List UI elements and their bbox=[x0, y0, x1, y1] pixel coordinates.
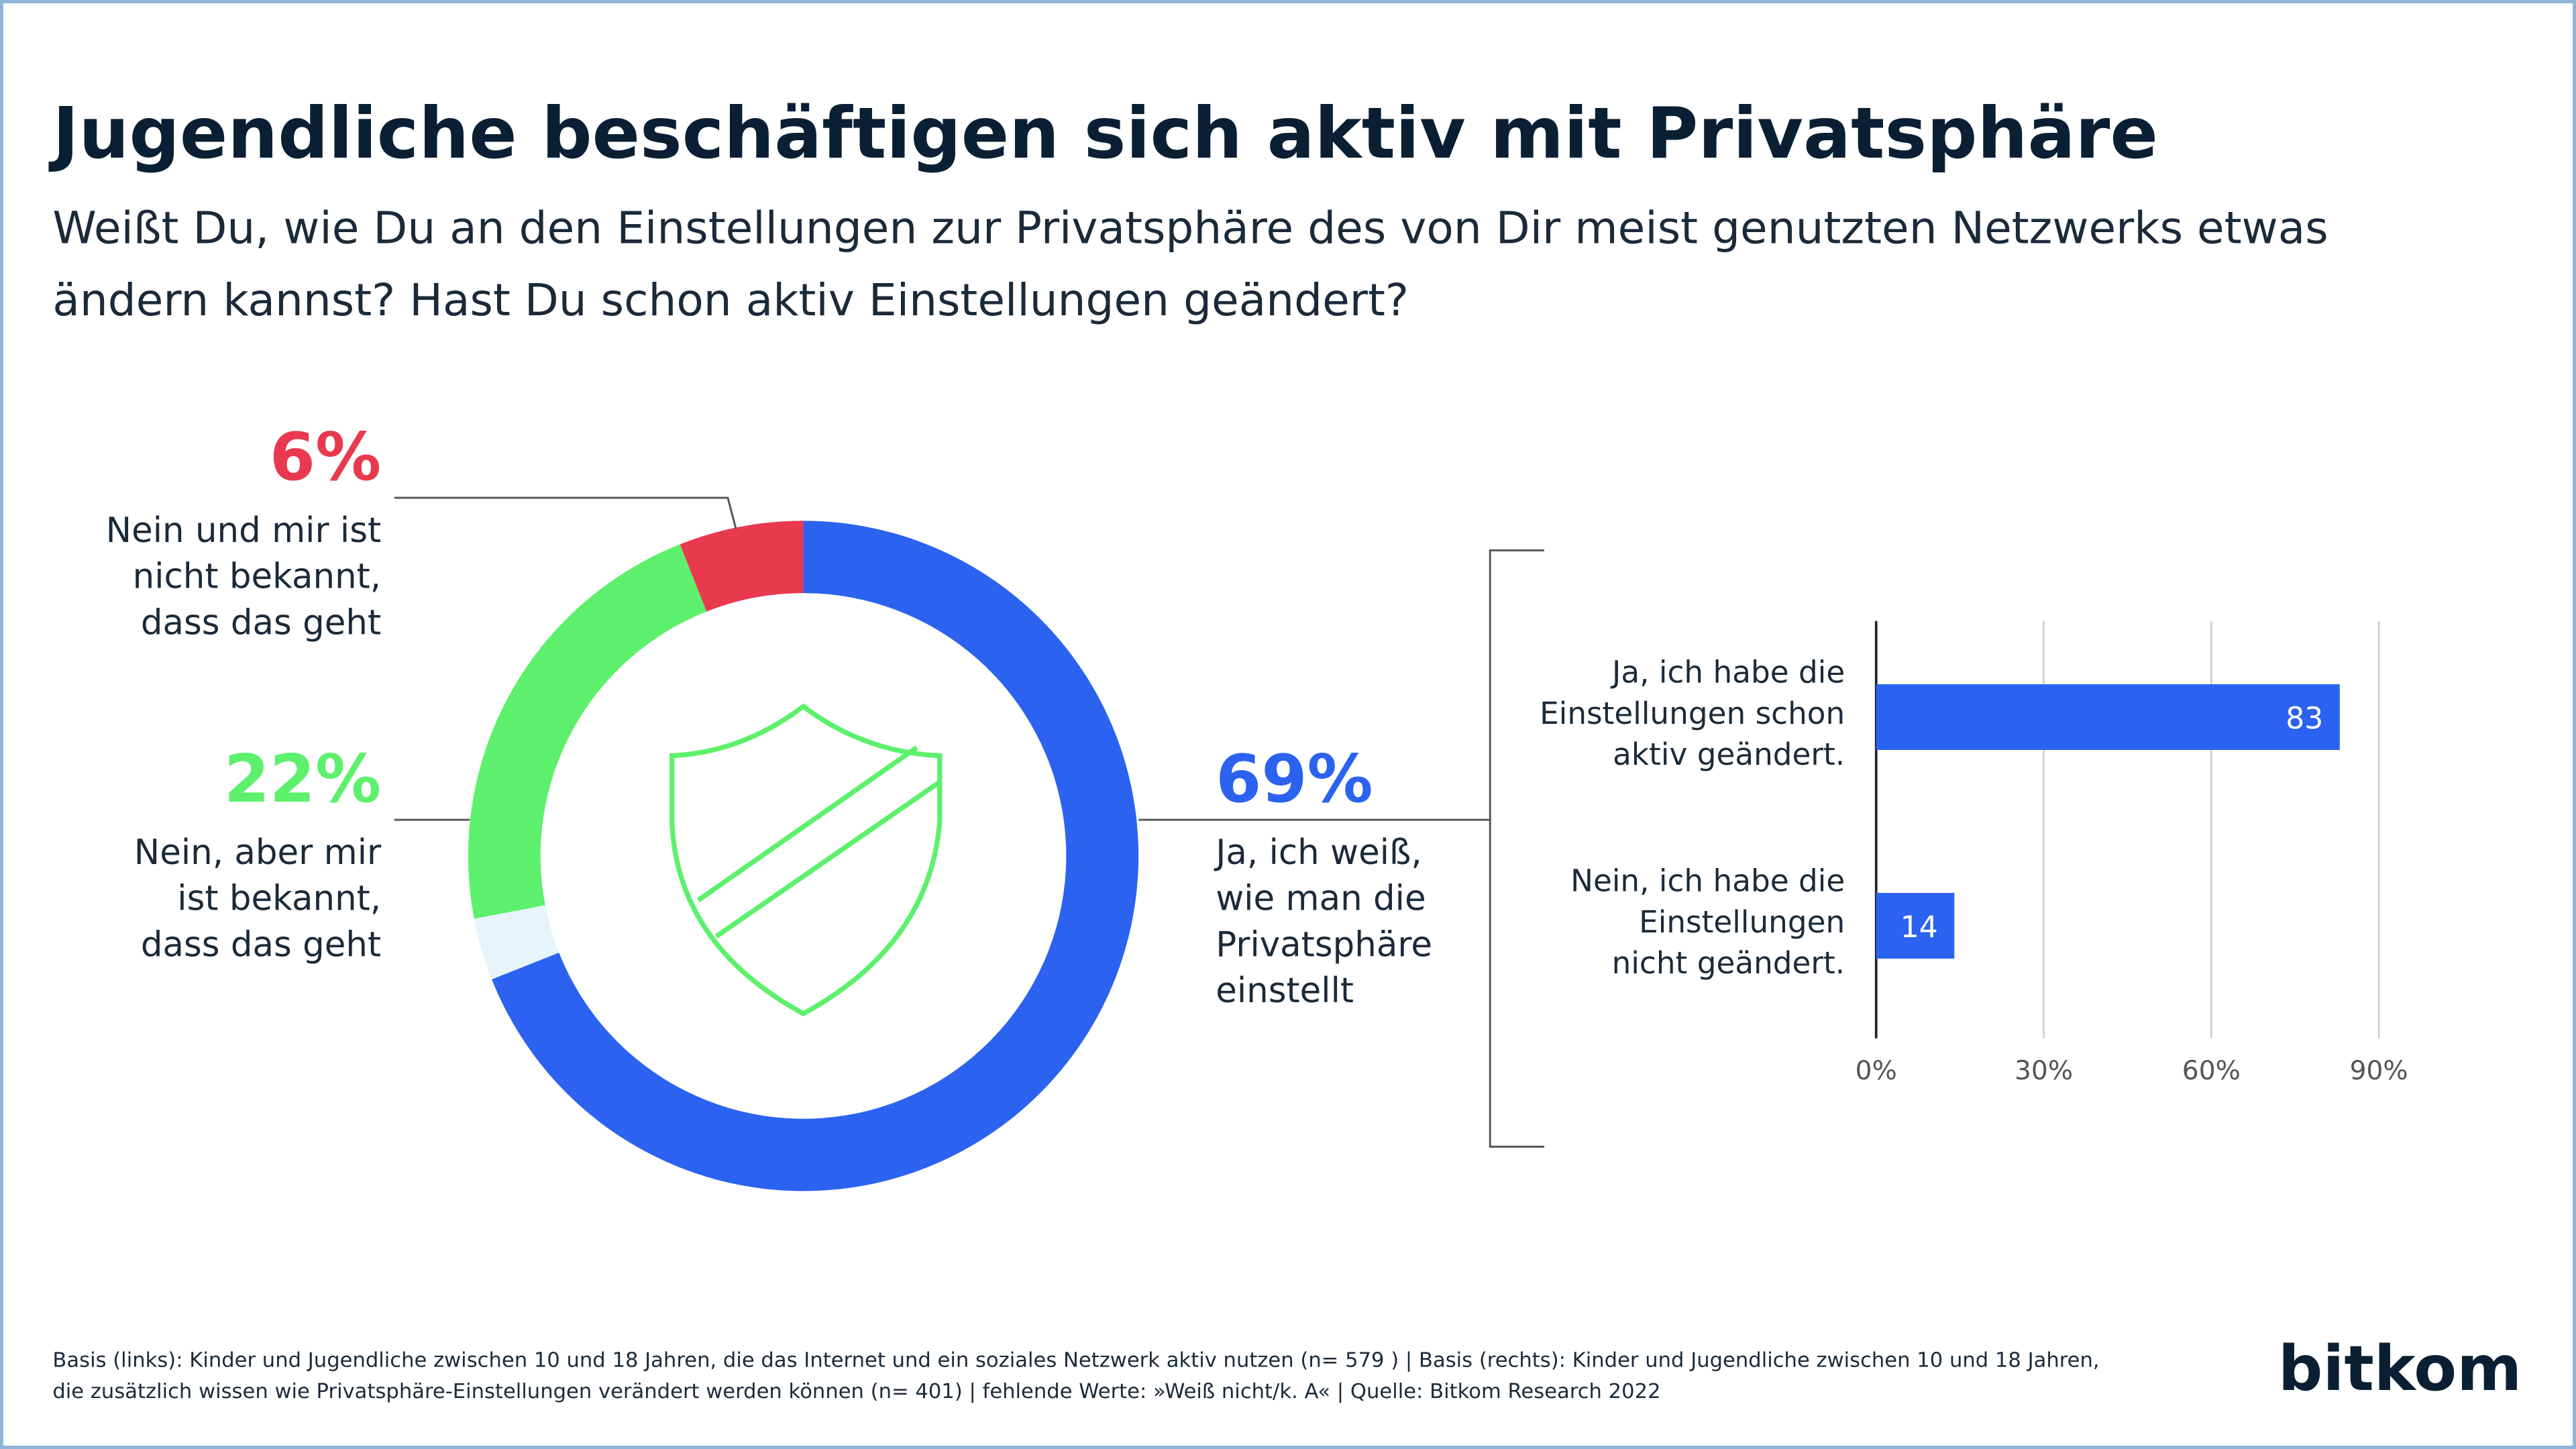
donut-segment bbox=[468, 544, 707, 919]
bar bbox=[1876, 893, 1955, 959]
value-label: 83 bbox=[2286, 702, 2323, 736]
donut-segment bbox=[680, 521, 804, 612]
value-label: 22% bbox=[224, 741, 381, 818]
footnote: Basis (links): Kinder und Jugendliche zw… bbox=[52, 1349, 2099, 1404]
bar bbox=[1876, 684, 2340, 750]
x-tick-label: 30% bbox=[2015, 1056, 2073, 1086]
value-label: 6% bbox=[270, 419, 381, 496]
segment-label: Ja, ich weiß, wie man die Privatsphäre eins… bbox=[1214, 833, 1432, 1011]
category-label: Nein, ich habe die Einstellungen nicht geä… bbox=[1570, 863, 1845, 981]
value-label: 14 bbox=[1900, 910, 1938, 945]
value-label: 69% bbox=[1216, 741, 1373, 818]
logo: bitkom bbox=[2278, 1332, 2522, 1405]
leader-lines bbox=[394, 496, 1545, 1148]
category-label: Ja, ich habe die Einstellungen schon aktiv… bbox=[1540, 655, 1845, 772]
segment-label: Nein und mir ist nicht bekannt, dass das g… bbox=[106, 511, 381, 643]
x-tick-label: 60% bbox=[2182, 1056, 2241, 1086]
segment-label: Nein, aber mir ist bekannt, dass das geht bbox=[134, 833, 382, 965]
title: Jugendliche beschäftigen sich aktiv mit … bbox=[48, 92, 2158, 174]
x-tick-label: 0% bbox=[1856, 1056, 1897, 1086]
donut-segment bbox=[474, 905, 559, 979]
shield-icon bbox=[669, 703, 943, 1017]
x-tick-label: 90% bbox=[2350, 1056, 2408, 1086]
subtitle: Weißt Du, wie Du an den Einstellungen zu… bbox=[52, 202, 2328, 326]
